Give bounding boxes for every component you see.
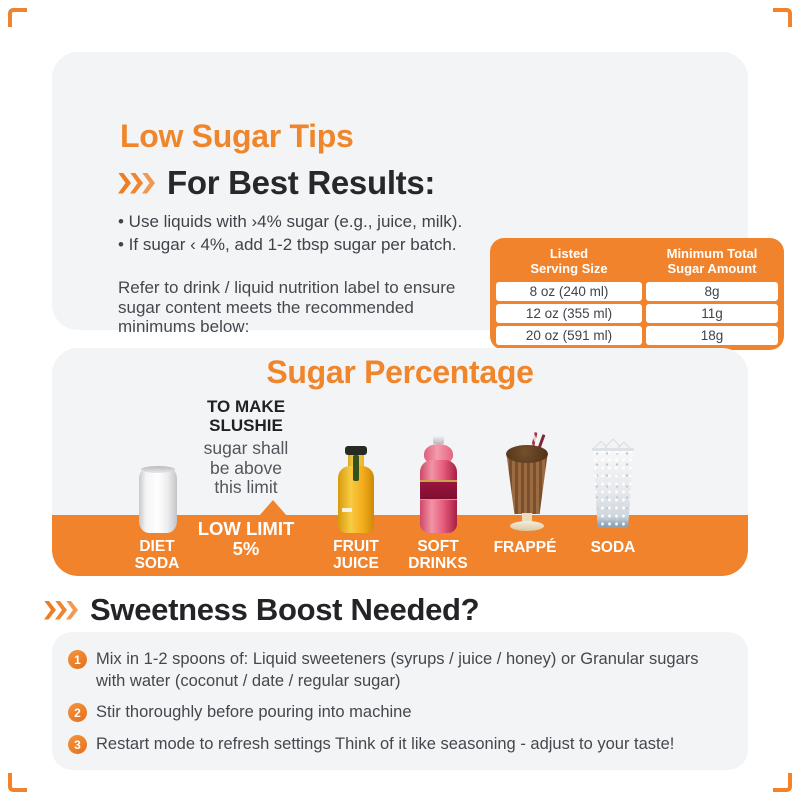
serving-size-table: Listed Serving Size Minimum Total Sugar …	[490, 238, 784, 350]
drink-label: DIET SODA	[134, 538, 180, 572]
step-number-badge: 3	[68, 735, 87, 754]
table-cell: 8 oz (240 ml)	[496, 282, 642, 301]
low-limit-label: LOW LIMIT	[197, 518, 295, 539]
low-limit-value: 5%	[232, 538, 260, 559]
annotation-note: sugar shall be above this limit	[203, 438, 289, 497]
table-header-cell: Minimum Total Sugar Amount	[666, 246, 758, 276]
bottle-cap	[433, 436, 444, 444]
slushie-annotation: TO MAKE SLUSHIE sugar shall be above thi…	[166, 397, 326, 498]
bottle-label-band	[420, 480, 457, 500]
bottle-strip	[353, 455, 359, 481]
drink-label: SOFT DRINKS	[408, 538, 468, 572]
step-number-badge: 1	[68, 650, 87, 669]
can-body	[139, 467, 177, 533]
frappe-glass	[505, 432, 549, 533]
table-header-cell: Listed Serving Size	[530, 246, 608, 276]
table-cell: 8g	[646, 282, 778, 301]
corner-bracket-icon	[8, 8, 27, 27]
boost-step: 2 Stir thoroughly before pouring into ma…	[68, 702, 412, 724]
chevron-icon	[66, 600, 78, 620]
frappe-foam	[506, 445, 548, 463]
chevron-icon	[44, 600, 56, 620]
drink-label: FRUIT JUICE	[333, 538, 379, 572]
table-cell: 11g	[646, 304, 778, 323]
boost-step: 3 Restart mode to refresh settings Think…	[68, 734, 674, 756]
section-heading: Sweetness Boost Needed?	[90, 592, 480, 627]
soft-drink-bottle	[420, 436, 457, 533]
step-text: Stir thoroughly before pouring into mach…	[96, 703, 412, 721]
low-sugar-tips-card: Low Sugar Tips For Best Results: • Use l…	[52, 52, 784, 350]
glass-base	[510, 521, 544, 531]
soda-glass	[592, 438, 634, 532]
glass-stem	[522, 513, 532, 522]
diet-soda-can	[139, 466, 177, 533]
step-text: Restart mode to refresh settings Think o…	[96, 735, 675, 753]
corner-bracket-icon	[773, 773, 792, 792]
bottle-sticker	[342, 508, 352, 512]
bullet-item: • If sugar ‹ 4%, add 1-2 tbsp sugar per …	[118, 234, 457, 254]
boost-step: 1 Mix in 1-2 spoons of: Liquid sweetener…	[68, 649, 699, 692]
card-title: Sugar Percentage	[266, 354, 534, 390]
drink-label: SODA	[590, 539, 636, 556]
tips-bullet-list: • Use liquids with ›4% sugar (e.g., juic…	[118, 211, 462, 256]
step-number-badge: 2	[68, 703, 87, 722]
table-cell: 20 oz (591 ml)	[496, 326, 642, 345]
chevron-icon	[118, 172, 131, 194]
table-cell: 12 oz (355 ml)	[496, 304, 642, 323]
triple-chevron-icon	[118, 172, 155, 194]
fruit-juice-bottle	[338, 446, 374, 533]
bottle-shoulder	[424, 444, 453, 464]
annotation-title: TO MAKE SLUSHIE	[206, 397, 286, 435]
triple-chevron-icon	[44, 600, 78, 620]
glass-body	[592, 448, 634, 528]
card-title: Low Sugar Tips	[120, 118, 354, 154]
chevron-icon	[55, 600, 67, 620]
table-cell: 18g	[646, 326, 778, 345]
corner-bracket-icon	[8, 773, 27, 792]
step-text: Mix in 1-2 spoons of: Liquid sweeteners …	[96, 650, 699, 690]
bottle-cap	[345, 446, 367, 455]
chevron-icon	[130, 172, 143, 194]
corner-bracket-icon	[773, 8, 792, 27]
sweetness-boost-heading-row: Sweetness Boost Needed?	[44, 592, 480, 628]
glass-body	[506, 454, 548, 514]
can-lid	[141, 466, 175, 473]
drink-label: FRAPPÉ	[493, 539, 557, 556]
section-heading: For Best Results:	[167, 164, 436, 201]
chevron-icon	[142, 172, 155, 194]
limit-pointer-icon	[259, 500, 287, 516]
bullet-item: • Use liquids with ›4% sugar (e.g., juic…	[118, 212, 463, 231]
intro-paragraph: Refer to drink / liquid nutrition label …	[118, 278, 456, 336]
sweetness-boost-card	[52, 632, 748, 770]
glass-rim	[592, 448, 634, 451]
best-results-heading-row: For Best Results:	[118, 164, 435, 202]
